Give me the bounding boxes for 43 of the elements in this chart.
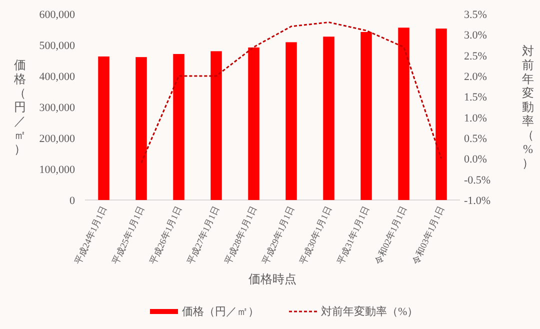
y2-tick-label: 0.0% <box>464 154 487 166</box>
x-axis-title: 価格時点 <box>248 272 296 286</box>
y-tick-label: 200,000 <box>39 133 76 145</box>
line-series <box>140 22 442 164</box>
y-tick-label: 100,000 <box>39 164 76 176</box>
y-tick-label: 400,000 <box>39 71 76 83</box>
y-tick-label: 0 <box>70 195 76 207</box>
y2-tick-label: 2.5% <box>464 50 487 62</box>
x-tick-label: 平成26年1月1日 <box>148 204 184 266</box>
legend-label: 対前年変動率（%） <box>321 305 418 318</box>
x-tick-label: 令和02年1月1日 <box>372 204 409 266</box>
y2-tick-label: -1.0% <box>464 195 491 207</box>
x-tick-label: 平成25年1月1日 <box>110 204 146 266</box>
bar <box>323 36 334 200</box>
x-tick-label: 平成31年1月1日 <box>335 204 372 266</box>
x-tick-label: 平成27年1月1日 <box>185 204 222 266</box>
bar <box>210 51 222 200</box>
y-tick-label: 300,000 <box>39 102 76 114</box>
bar <box>173 54 184 200</box>
y-tick-label: 600,000 <box>39 9 76 21</box>
x-tick-label: 平成29年1月1日 <box>260 204 296 266</box>
legend-label: 価格（円／㎡） <box>182 306 259 318</box>
x-tick-label: 平成28年1月1日 <box>222 204 259 266</box>
x-tick-label: 令和03年1月1日 <box>410 204 446 266</box>
y-axis-title: 価格（円／㎡） <box>13 58 26 156</box>
x-tick-label: 平成30年1月1日 <box>298 204 334 266</box>
y2-tick-label: 1.0% <box>464 112 487 124</box>
y2-tick-label: -0.5% <box>464 174 491 186</box>
bar <box>360 32 372 200</box>
bar <box>98 56 110 200</box>
y2-tick-label: 0.5% <box>464 133 487 145</box>
bar <box>436 28 447 200</box>
text: 対前年変動率（%） <box>522 44 534 170</box>
x-tick-label: 平成24年1月1日 <box>72 204 109 266</box>
bar <box>398 28 410 200</box>
bar <box>286 42 297 200</box>
bar <box>136 57 147 200</box>
bar <box>248 47 260 200</box>
y2-tick-label: 3.5% <box>464 9 487 21</box>
y-tick-label: 500,000 <box>39 40 76 52</box>
y2-tick-label: 3.0% <box>464 30 487 42</box>
y2-tick-label: 2.0% <box>464 71 487 83</box>
y2-tick-label: 1.5% <box>464 92 487 104</box>
